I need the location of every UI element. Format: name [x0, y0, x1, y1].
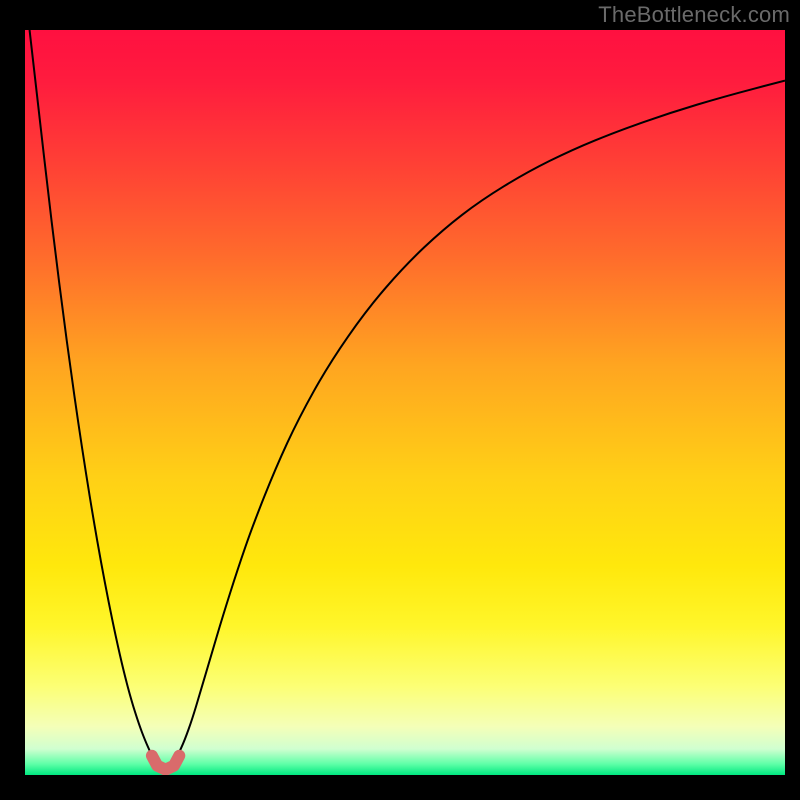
chart-background	[25, 30, 785, 775]
watermark-text: TheBottleneck.com	[598, 2, 790, 28]
chart-svg	[25, 30, 785, 775]
chart-plot-area	[25, 30, 785, 775]
